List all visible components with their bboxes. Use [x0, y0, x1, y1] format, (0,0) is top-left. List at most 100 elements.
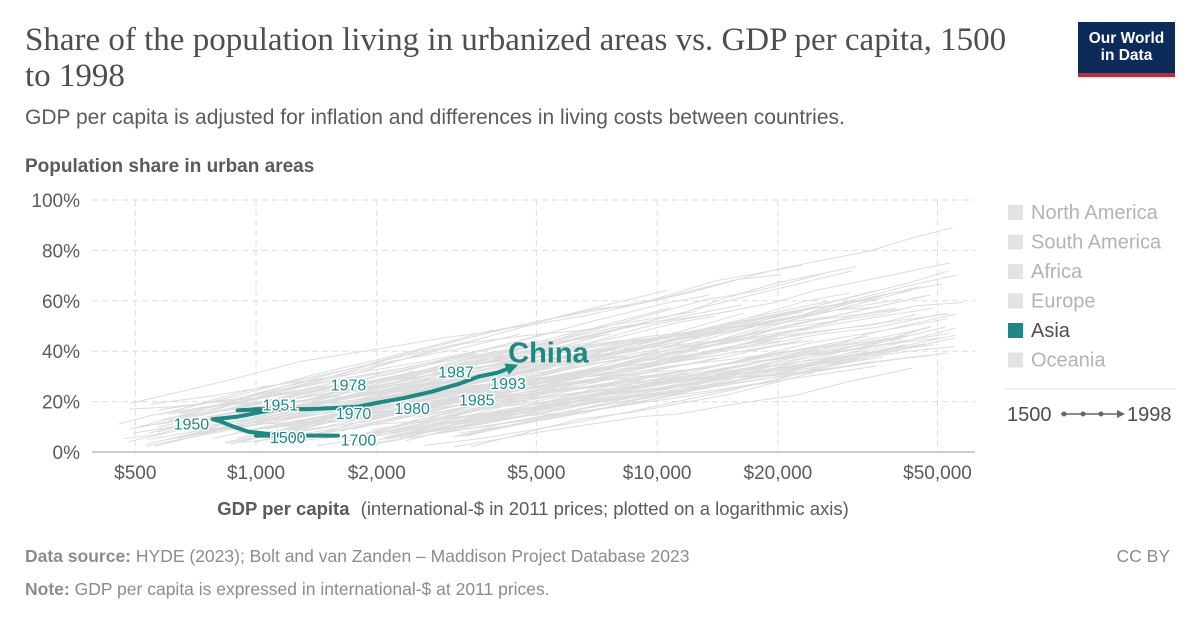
- data-source-label: Data source:: [25, 546, 132, 566]
- legend-item[interactable]: North America: [1008, 202, 1159, 224]
- background-country-line: [297, 346, 956, 442]
- y-tick-label: 60%: [42, 292, 80, 313]
- year-label: 1950: [174, 416, 210, 433]
- x-axis-title-rest: (international-$ in 2011 prices; plotted…: [361, 498, 849, 519]
- background-country-line: [435, 290, 875, 403]
- timeline-legend[interactable]: 1500 1998: [1007, 404, 1172, 426]
- background-country-line: [297, 306, 879, 409]
- china-line[interactable]: [210, 364, 517, 438]
- timeline-start-label: 1500: [1007, 404, 1052, 426]
- timeline-dot: [1080, 411, 1086, 417]
- legend-item[interactable]: South America: [1008, 232, 1162, 254]
- background-country-line: [199, 336, 778, 432]
- legend-label: Asia: [1031, 320, 1071, 342]
- background-country-line: [416, 318, 948, 435]
- year-label: 1987: [438, 365, 474, 382]
- legend-label: Oceania: [1031, 350, 1106, 372]
- chart-title: Share of the population living in urbani…: [25, 22, 1007, 94]
- legend-swatch: [1008, 234, 1023, 250]
- background-country-line: [307, 367, 552, 409]
- timeline-end-label: 1998: [1127, 404, 1172, 426]
- legend[interactable]: North America South America Africa Europe As…: [1005, 202, 1176, 390]
- background-country-line: [413, 332, 806, 407]
- background-country-line: [454, 367, 913, 448]
- x-tick-label: $5,000: [507, 463, 565, 484]
- chart-subtitle: GDP per capita is adjusted for inflation…: [25, 106, 845, 129]
- note-text: GDP per capita is expressed in internati…: [74, 579, 550, 599]
- china-series[interactable]: China 1500 1700 1950 1951 1970 1978 1980 1985 198…: [172, 337, 590, 451]
- legend-label: Africa: [1031, 261, 1083, 283]
- x-tick-label: $20,000: [744, 463, 813, 484]
- logo-line-1: Our World: [1088, 30, 1165, 47]
- background-country-line: [225, 318, 782, 444]
- background-country-line: [357, 372, 686, 437]
- legend-item[interactable]: Asia: [1008, 320, 1071, 342]
- background-country-line: [129, 274, 782, 404]
- background-country-line: [357, 356, 915, 446]
- background-country-line: [158, 328, 600, 411]
- year-label: 1980: [394, 401, 430, 418]
- axes: 0% 20% 40% 60% 80% 100% $500 $1,000 $2,000 $5,000…: [31, 191, 975, 484]
- legend-swatch: [1008, 352, 1023, 368]
- background-country-line: [444, 326, 931, 434]
- year-label: 1951: [263, 397, 299, 414]
- year-label: 1993: [490, 376, 526, 393]
- background-country-line: [180, 289, 667, 414]
- year-label: 1978: [331, 377, 367, 394]
- background-country-line: [349, 375, 737, 447]
- background-country-line: [161, 262, 951, 421]
- background-country-line: [237, 310, 734, 407]
- y-tick-label: 20%: [42, 393, 80, 414]
- x-axis-title-bold: GDP per capita: [217, 498, 350, 519]
- background-country-line: [346, 335, 869, 439]
- background-country-line: [345, 343, 927, 437]
- legend-item[interactable]: Oceania: [1008, 350, 1106, 372]
- background-country-line: [227, 332, 549, 412]
- legend-swatch: [1008, 264, 1023, 279]
- x-tick-label: $50,000: [903, 463, 972, 484]
- note: Note: GDP per capita is expressed in int…: [25, 579, 550, 600]
- y-tick-label: 100%: [31, 191, 80, 212]
- timeline-arrow: [1117, 410, 1125, 418]
- background-country-line: [212, 363, 781, 439]
- background-country-line: [204, 354, 503, 434]
- legend-swatch: [1008, 205, 1023, 220]
- timeline-dot: [1098, 411, 1104, 417]
- data-source: Data source: HYDE (2023); Bolt and van Z…: [25, 546, 689, 567]
- background-country-line: [385, 365, 877, 440]
- x-tick-label: $500: [114, 463, 156, 484]
- data-source-text[interactable]: HYDE (2023); Bolt and van Zanden – Maddi…: [135, 546, 690, 566]
- legend-swatch: [1008, 323, 1023, 338]
- background-country-lines: [118, 227, 964, 448]
- note-label: Note:: [25, 579, 70, 599]
- y-tick-label: 40%: [42, 342, 80, 363]
- legend-label: South America: [1031, 232, 1162, 254]
- china-arrowhead: [504, 363, 518, 375]
- background-country-line: [296, 337, 944, 437]
- background-country-line: [436, 360, 876, 434]
- background-country-line: [431, 344, 906, 436]
- license[interactable]: CC BY: [1116, 546, 1170, 566]
- timeline-dot: [1061, 411, 1067, 417]
- legend-label: Europe: [1031, 291, 1096, 313]
- background-country-line: [409, 332, 950, 423]
- legend-item[interactable]: Europe: [1008, 291, 1096, 313]
- china-series-label: China: [508, 337, 589, 369]
- y-tick-label: 80%: [42, 241, 80, 262]
- background-country-line: [470, 371, 815, 448]
- background-country-line: [268, 364, 801, 427]
- background-country-line: [456, 326, 946, 438]
- y-axis-title: Population share in urban areas: [25, 156, 315, 177]
- background-country-line: [367, 356, 884, 438]
- year-label: 1700: [341, 433, 377, 450]
- background-country-line: [150, 333, 521, 405]
- legend-item[interactable]: Africa: [1008, 261, 1083, 283]
- x-axis-title: GDP per capita (international-$ in 2011 …: [217, 498, 849, 519]
- y-tick-label: 0%: [53, 443, 81, 464]
- x-tick-label: $2,000: [348, 463, 406, 484]
- x-tick-label: $1,000: [227, 463, 285, 484]
- background-country-line: [394, 370, 720, 437]
- owid-logo[interactable]: Our World in Data: [1078, 22, 1175, 77]
- background-country-line: [168, 294, 710, 415]
